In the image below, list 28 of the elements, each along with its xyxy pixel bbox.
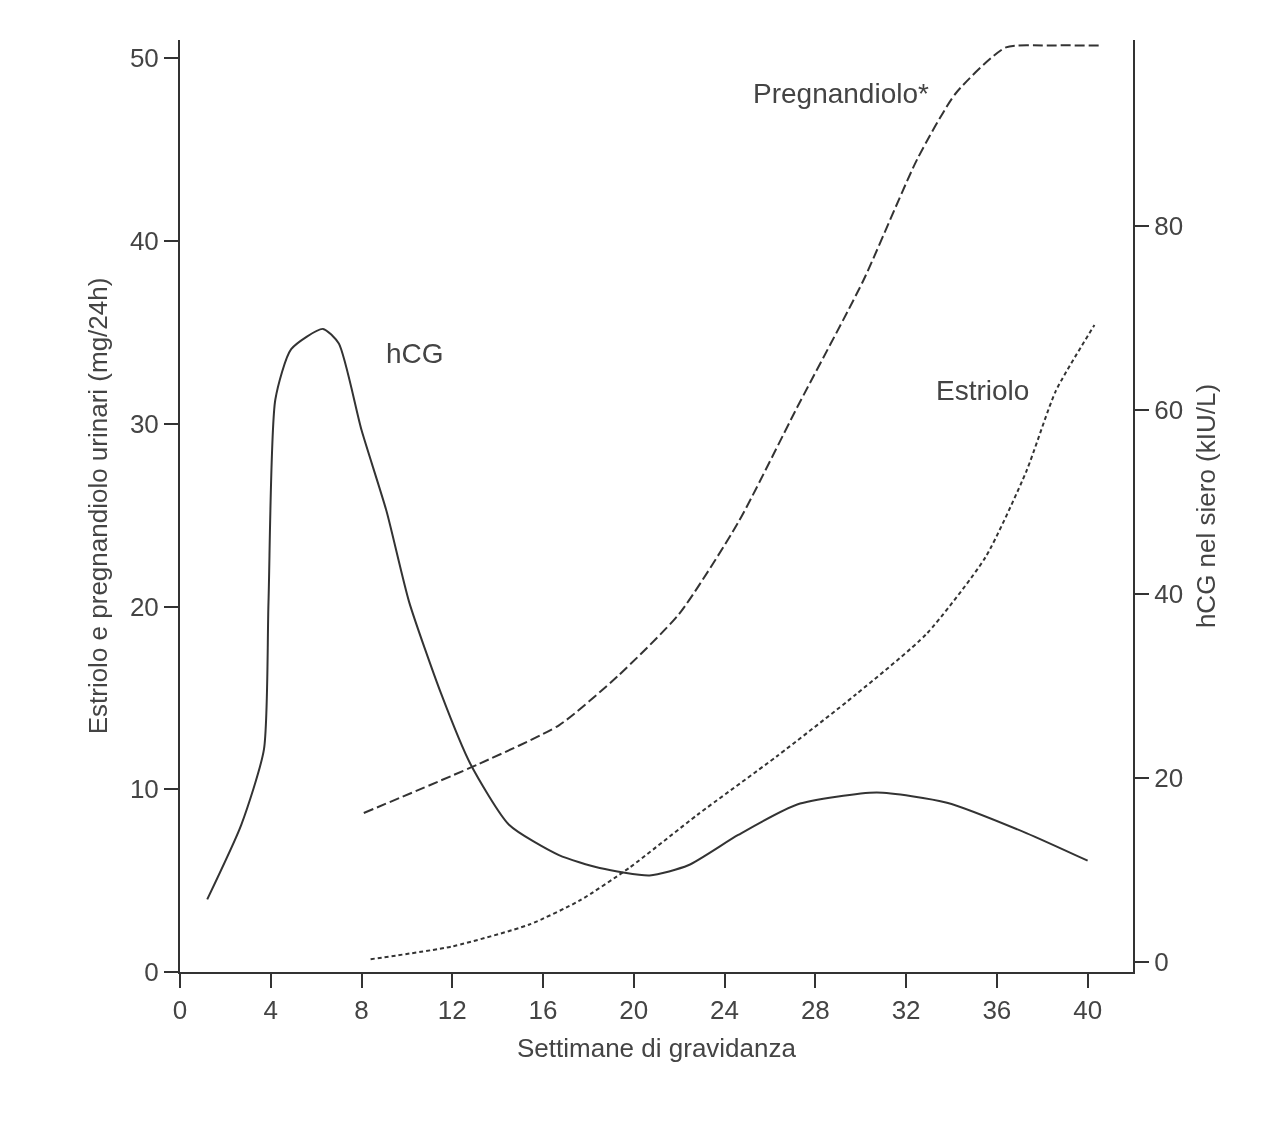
x-axis-title: Settimane di gravidanza (517, 1033, 797, 1064)
x-tick-label: 32 (891, 995, 921, 1026)
y2-tick-label: 20 (1154, 762, 1184, 793)
y2-tick-label: 80 (1154, 210, 1184, 241)
y-tick-label: 40 (129, 226, 159, 257)
y2-tick-label: 60 (1154, 394, 1184, 425)
x-tick-label: 0 (172, 995, 188, 1026)
x-tick-label: 24 (710, 995, 740, 1026)
x-tick-label: 20 (619, 995, 649, 1026)
y-axis-title: Estriolo e pregnandiolo urinari (mg/24h) (82, 277, 113, 735)
y2-tick-label: 40 (1154, 578, 1184, 609)
series-label: Pregnandiolo* (753, 78, 930, 109)
y-tick-label: 50 (129, 43, 159, 74)
x-tick-label: 16 (528, 995, 558, 1026)
x-tick-label: 4 (263, 995, 278, 1026)
series-label: Estriolo (936, 375, 1030, 406)
y-tick-label: 30 (129, 408, 159, 439)
series-label: hCG (386, 338, 444, 369)
y-tick-label: 10 (129, 774, 159, 805)
x-tick-label: 40 (1073, 995, 1103, 1026)
y2-axis-title: hCG nel siero (kIU/L) (1191, 383, 1222, 629)
x-tick-label: 28 (800, 995, 830, 1026)
x-tick-label: 12 (437, 995, 467, 1026)
y-tick-label: 0 (144, 957, 159, 988)
y2-tick-label: 0 (1154, 946, 1169, 977)
y-tick-label: 20 (129, 591, 159, 622)
x-tick-label: 8 (354, 995, 369, 1026)
x-tick-label: 36 (982, 995, 1012, 1026)
